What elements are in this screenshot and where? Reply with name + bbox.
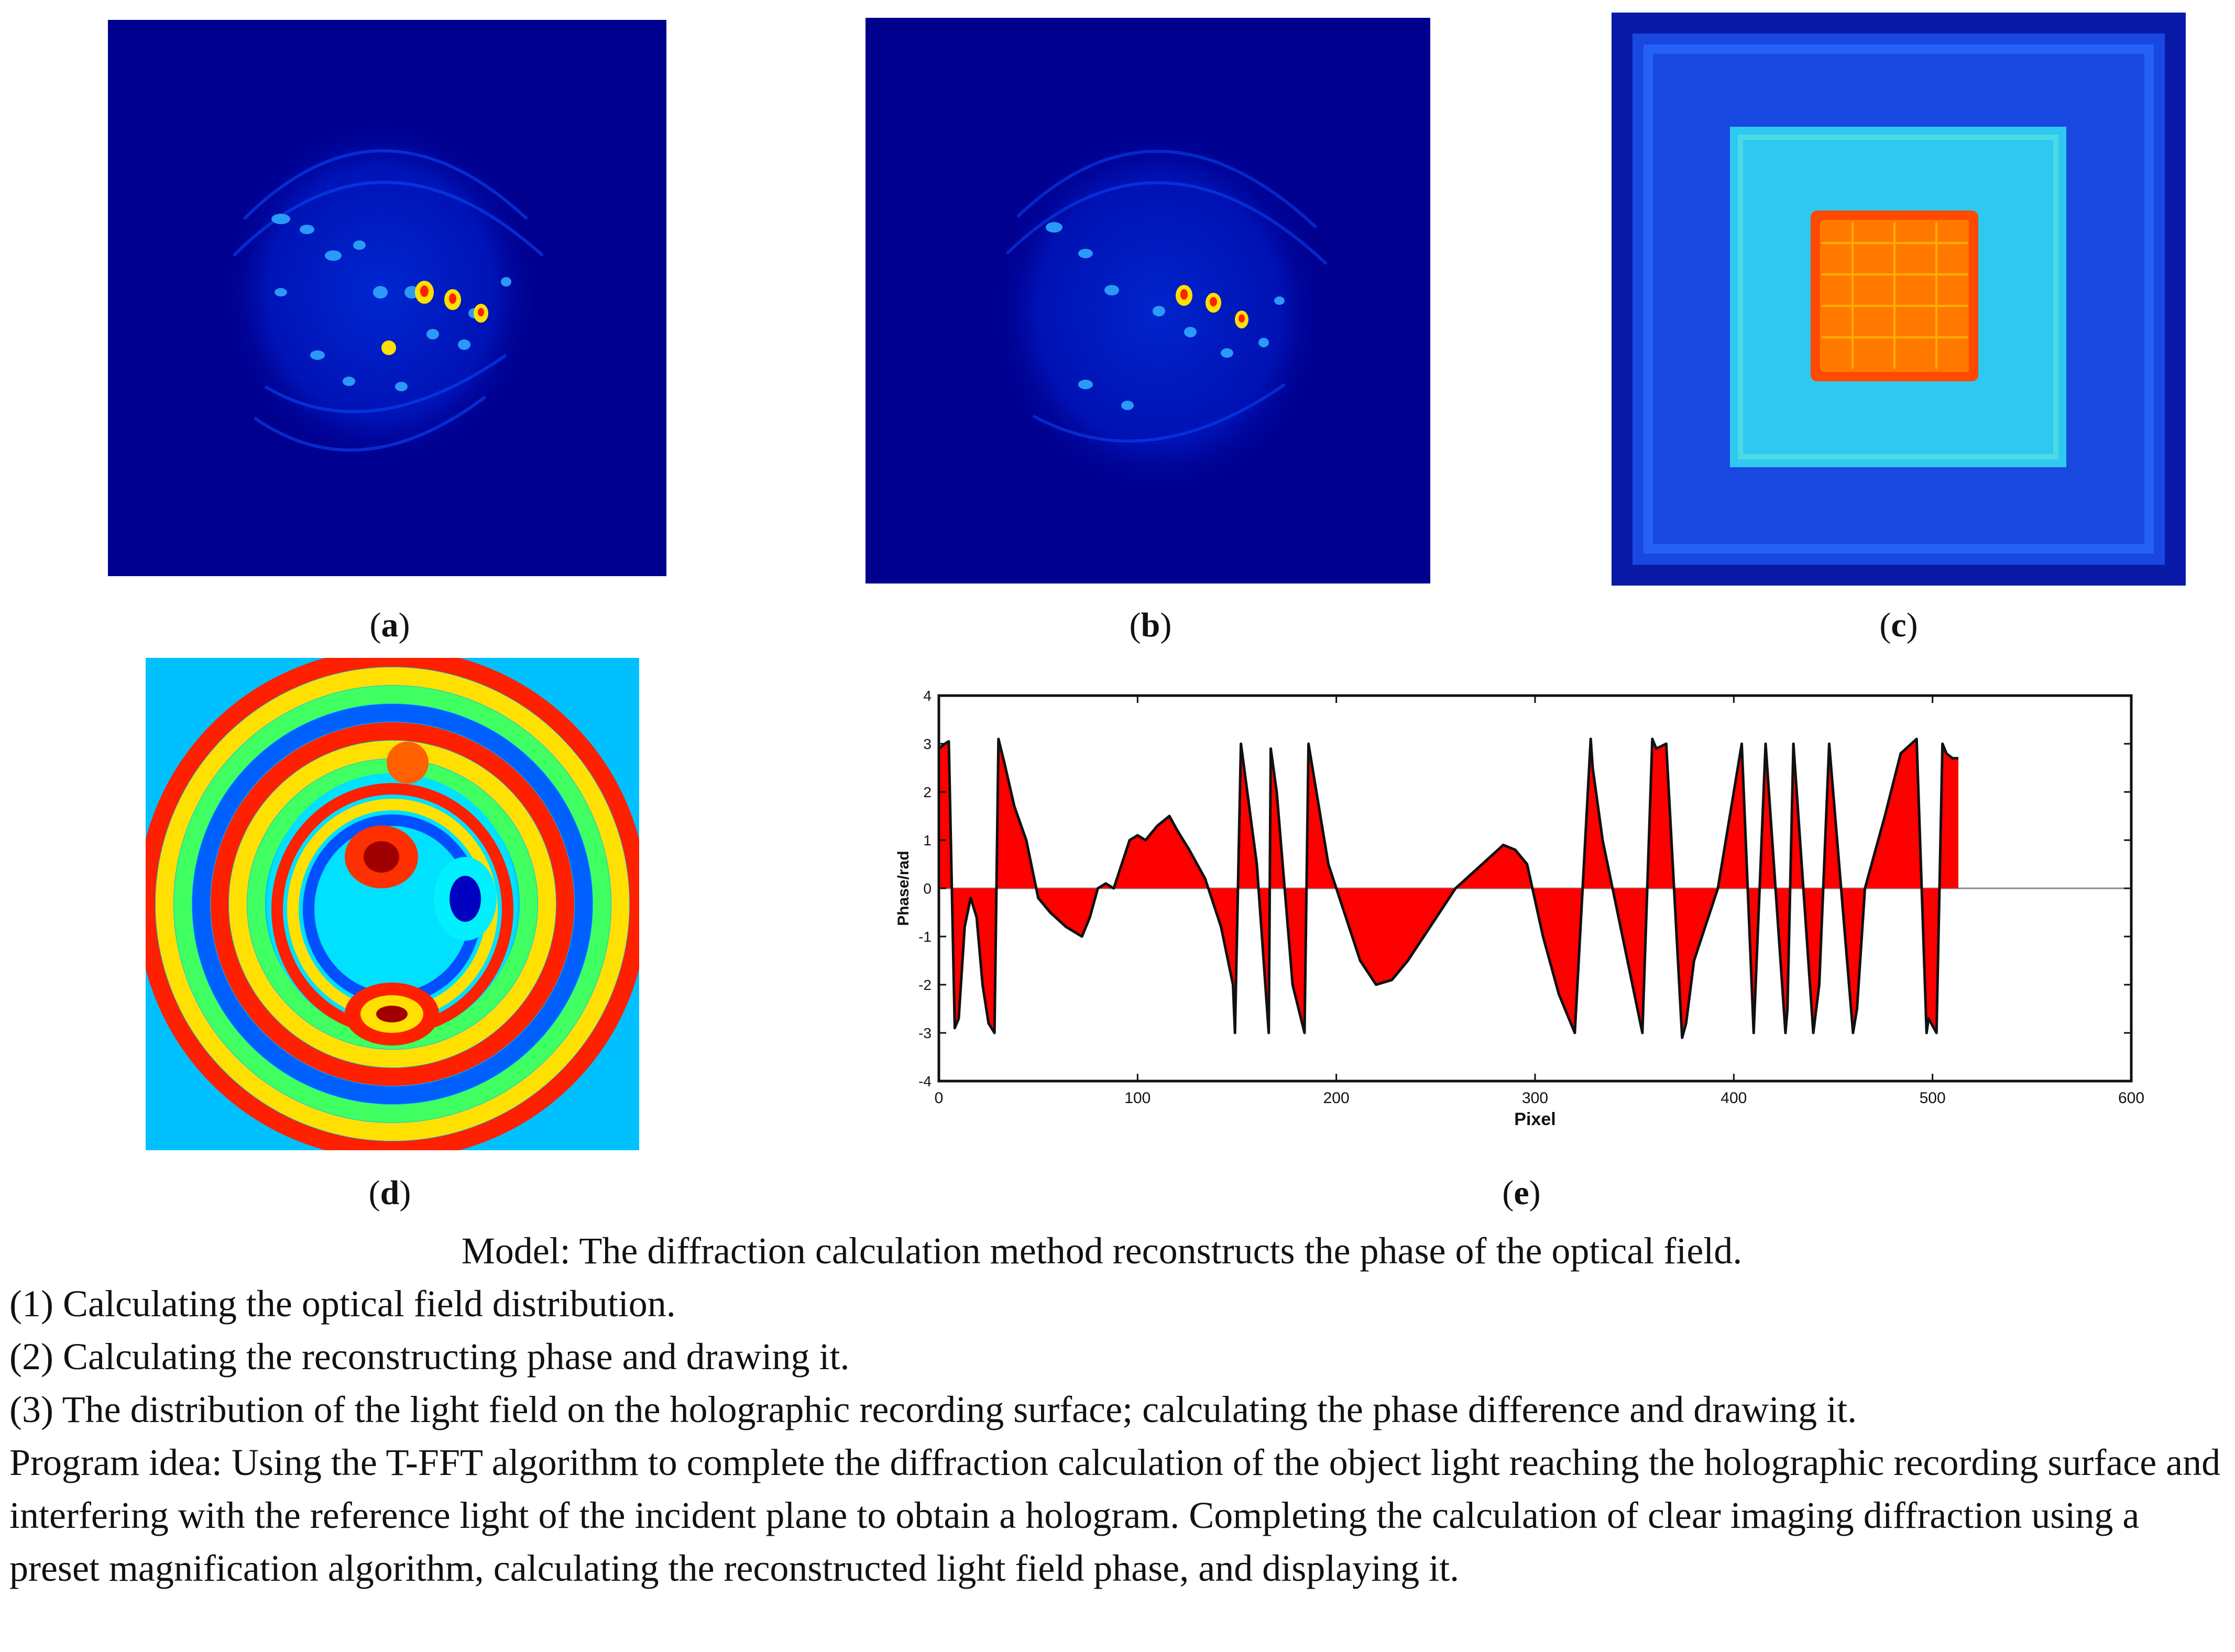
caption-a: (a) <box>369 606 410 644</box>
x-tick-label: 200 <box>1323 1089 1350 1107</box>
caption-b: (b) <box>1129 606 1172 644</box>
panel-e-phase-chart: 0 100 200 300 400 500 600 4 3 2 1 0 -1 -2 -3 -4 Pixel Pha… <box>864 681 2159 1131</box>
y-tick-label: 1 <box>923 832 932 849</box>
y-axis-label: Phase/rad <box>895 851 912 926</box>
y-tick-label: -1 <box>918 929 932 945</box>
y-tick-label: 4 <box>923 688 932 704</box>
program-idea-paragraph: Program idea: Using the T-FFT algorithm … <box>9 1441 2221 1589</box>
step-1-line: (1) Calculating the optical field distri… <box>9 1283 676 1325</box>
series-line <box>938 737 1958 1039</box>
y-tick-label: -2 <box>918 977 932 993</box>
y-tick-label: -3 <box>918 1025 932 1041</box>
panel-c-intensity-image <box>1612 13 2186 586</box>
description-text: Model: The diffraction calculation metho… <box>9 1225 2226 1595</box>
y-tick-label: 3 <box>923 736 932 752</box>
y-tick-label: 2 <box>923 784 932 800</box>
panel-b-intensity-image <box>865 18 1430 583</box>
y-tick-label: -4 <box>918 1073 932 1089</box>
x-tick-label: 300 <box>1522 1089 1548 1107</box>
step-2-line: (2) Calculating the reconstructing phase… <box>9 1336 850 1378</box>
caption-c: (c) <box>1879 606 1918 644</box>
panel-d-phase-image <box>146 658 639 1150</box>
x-tick-label: 400 <box>1721 1089 1747 1107</box>
panel-a-intensity-image <box>108 20 666 576</box>
x-axis-label: Pixel <box>1514 1109 1555 1129</box>
series-area-fill <box>939 739 1958 1038</box>
x-tick-label: 100 <box>1124 1089 1151 1107</box>
caption-d: (d) <box>368 1174 411 1212</box>
x-tick-label: 600 <box>2118 1089 2144 1107</box>
model-line: Model: The diffraction calculation metho… <box>461 1230 1743 1272</box>
step-3-line: (3) The distribution of the light field … <box>9 1389 1857 1430</box>
x-tick-label: 500 <box>1920 1089 1946 1107</box>
y-tick-label: 0 <box>923 880 932 897</box>
x-tick-label: 0 <box>935 1089 944 1107</box>
caption-e: (e) <box>1502 1174 1541 1212</box>
